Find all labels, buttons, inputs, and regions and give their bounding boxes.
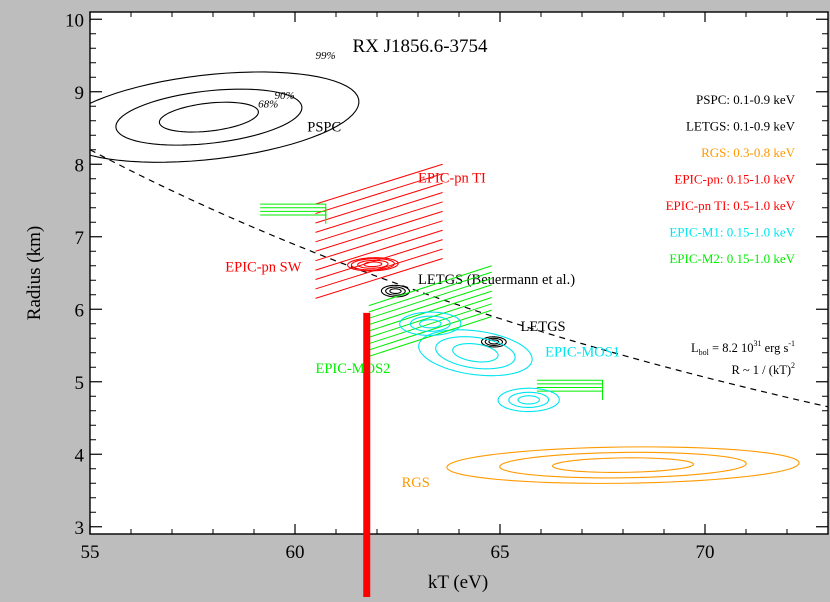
hatch-epic-pn-ti — [315, 192, 443, 233]
bracket-trace-0 — [260, 214, 327, 224]
hatch-epic-pn-ti — [315, 201, 443, 243]
contour-epic-pn-sw-ring-2 — [350, 258, 395, 271]
contour-epic-mos1-ring-2 — [418, 329, 533, 377]
hatch-epic-mos2 — [368, 277, 492, 319]
y-tick-label: 9 — [75, 83, 85, 104]
bracket-trace-1 — [536, 390, 603, 400]
contour-epic-pn-sw-ring-3 — [347, 257, 399, 272]
contour-letgs-ring-0 — [488, 339, 500, 345]
group-label-pspc: PSPC — [307, 120, 341, 136]
x-tick-label: 55 — [81, 542, 100, 563]
contour-epic-mos1-ring-0 — [452, 343, 499, 363]
contour-epic-pn-sw-ring-0 — [363, 261, 383, 268]
x-tick-label: 70 — [696, 542, 715, 563]
legend-entry: EPIC-M1: 0.15-1.0 keV — [669, 225, 795, 240]
red-marker-bar — [363, 312, 371, 597]
hatch-epic-pn-ti — [315, 173, 443, 215]
y-tick-label: 4 — [75, 445, 85, 466]
mos1-extra-ring-1-2 — [517, 395, 540, 405]
contour-epic-pn-sw-ring-1 — [357, 259, 389, 269]
hatch-epic-mos2 — [368, 284, 492, 326]
contour-letgs-beuermann-et-al-ring-1 — [385, 286, 406, 296]
legend-entry: EPIC-pn: 0.15-1.0 keV — [674, 172, 795, 187]
contour-letgs-ring-2 — [480, 336, 507, 348]
chart-title: RX J1856.6-3754 — [352, 36, 488, 57]
y-tick-label: 10 — [65, 10, 84, 31]
y-tick-label: 6 — [75, 300, 85, 321]
contour-level-label: 90% — [275, 90, 295, 102]
legend-entry: PSPC: 0.1-0.9 keV — [696, 92, 796, 107]
relation-annotation: Lbol = 8.2 1031 erg s-1 R ~ 1 / (kT)2 — [691, 339, 795, 377]
hatch-epic-mos2 — [368, 303, 492, 345]
contour-rgs-ring-2 — [446, 446, 800, 484]
group-label-epic-pn-sw: EPIC-pn SW — [225, 260, 301, 276]
x-tick-label: 65 — [491, 542, 510, 563]
group-label-epic-mos1: EPIC-MOS1 — [545, 344, 620, 360]
hatch-epic-pn-ti — [315, 229, 443, 271]
legend-entry: EPIC-pn TI: 0.5-1.0 keV — [666, 198, 796, 213]
mos1-extra-ring-0-0 — [399, 311, 462, 336]
plot-background — [90, 12, 828, 534]
y-tick-label: 5 — [75, 373, 85, 394]
lbol-annotation: Lbol = 8.2 1031 erg s-1 — [691, 339, 795, 357]
contour-pspc-ring-2 — [90, 71, 360, 163]
contour-pspc-ring-1 — [115, 88, 303, 146]
relation-curve — [90, 149, 828, 408]
contour-pspc-ring-0 — [158, 101, 259, 133]
y-tick-label: 7 — [75, 228, 85, 249]
contour-letgs-ring-1 — [484, 337, 504, 346]
hatch-epic-mos2 — [368, 265, 492, 307]
legend-entry: RGS: 0.3-0.8 keV — [701, 145, 796, 160]
y-tick-label: 3 — [75, 518, 85, 539]
mos1-extra-ring-0-2 — [419, 319, 442, 329]
x-tick-label: 60 — [286, 542, 305, 563]
chart-marks: 68%90% 99% PSPC EPIC-pn TI EPIC-pn SW LETGS (… — [90, 50, 828, 491]
hatch-epic-pn-ti — [315, 182, 443, 224]
group-label-epic-pn-ti: EPIC-pn TI — [418, 170, 486, 186]
hatch-epic-mos2 — [368, 271, 492, 313]
mos1-extra-ring-1-1 — [508, 391, 550, 409]
hatch-epic-mos2 — [368, 309, 492, 351]
x-axis-label: kT (eV) — [428, 572, 488, 593]
contour-letgs-beuermann-et-al-ring-2 — [380, 284, 411, 298]
contour-epic-mos1-ring-1 — [435, 336, 516, 370]
hatch-epic-mos2 — [368, 316, 492, 357]
contour-rgs-ring-1 — [499, 451, 747, 479]
hatch-epic-pn-ti — [315, 163, 443, 205]
legend: PSPC: 0.1-0.9 keV LETGS: 0.1-0.9 keV RGS: … — [666, 92, 796, 266]
y-axis-label: Radius (km) — [24, 226, 45, 320]
contour-letgs-beuermann-et-al-ring-0 — [389, 288, 402, 294]
contour-level-label: 99% — [316, 50, 336, 62]
mos1-extra-ring-0-1 — [409, 315, 451, 332]
contour-level-label: 68% — [258, 99, 278, 111]
hatch-epic-pn-ti — [315, 258, 443, 299]
axis-ticks: 55 60 65 70 3 4 5 6 7 8 9 10 — [65, 10, 829, 563]
mos1-extra-ring-1-0 — [497, 387, 560, 413]
legend-entry: LETGS: 0.1-0.9 keV — [686, 119, 796, 134]
group-label-letgs-beuermann-et-al: LETGS (Beuermann et al.) — [418, 272, 575, 288]
legend-entry: EPIC-M2: 0.15-1.0 keV — [669, 251, 795, 266]
hatch-epic-pn-ti — [315, 239, 443, 281]
hatch-epic-pn-ti — [315, 210, 443, 252]
group-label-rgs: RGS — [402, 475, 430, 491]
hatch-epic-pn-ti — [315, 220, 443, 262]
group-label-letgs: LETGS — [521, 319, 566, 335]
y-tick-label: 8 — [75, 155, 85, 176]
contour-rgs-ring-0 — [551, 457, 695, 473]
hatch-epic-mos2 — [368, 296, 492, 338]
radius-relation-annotation: R ~ 1 / (kT)2 — [731, 361, 795, 377]
group-label-epic-mos2: EPIC-MOS2 — [316, 361, 391, 377]
hatch-epic-mos2 — [368, 290, 492, 332]
